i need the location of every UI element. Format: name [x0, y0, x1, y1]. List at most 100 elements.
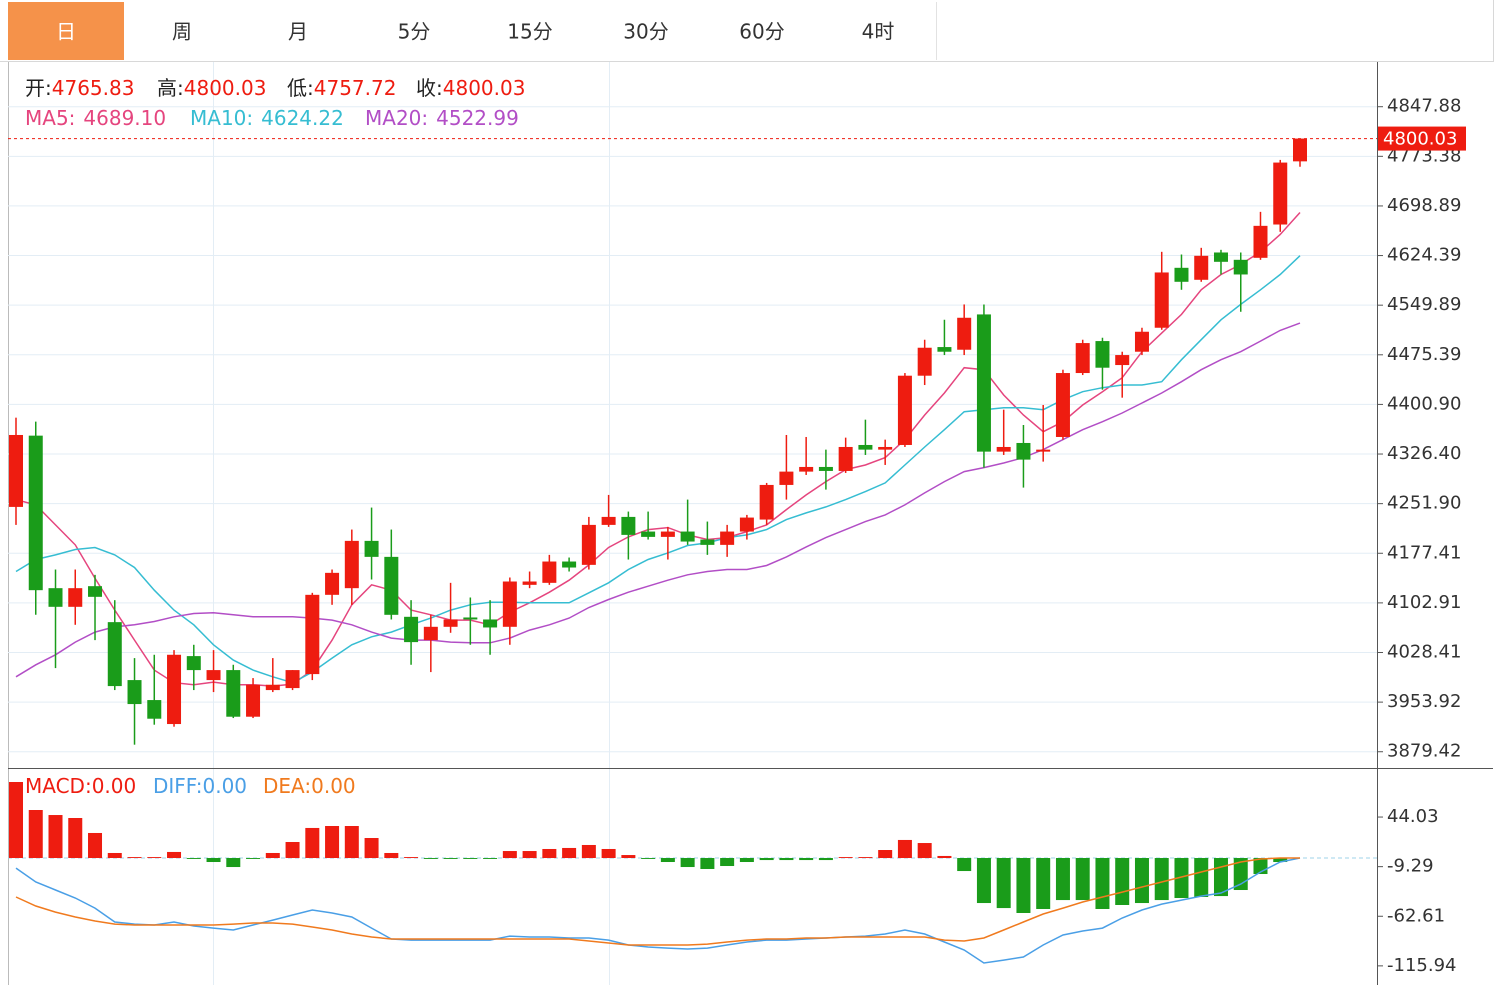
- tab-background[interactable]: [356, 2, 472, 60]
- y-tick-label: 4102.91: [1387, 592, 1461, 613]
- legend-name: DIFF:: [153, 774, 203, 798]
- macd-bar: [581, 844, 596, 859]
- macd-bar: [759, 858, 774, 861]
- tab-label[interactable]: 30分: [623, 20, 668, 44]
- candle-body: [641, 531, 656, 537]
- macd-bar: [206, 858, 221, 863]
- candle-body: [878, 446, 893, 450]
- candle-body: [976, 314, 991, 452]
- candle-body: [779, 471, 794, 485]
- ma-line: [15, 322, 1301, 678]
- tab-label[interactable]: 60分: [739, 20, 784, 44]
- candle-body: [1115, 355, 1130, 366]
- y-tick-label: 4624.39: [1387, 245, 1461, 266]
- macd-bar: [186, 858, 201, 859]
- tab[interactable]: 月: [240, 2, 357, 60]
- tab[interactable]: 日: [8, 2, 125, 60]
- macd-bar: [562, 847, 577, 859]
- tab[interactable]: 60分: [704, 2, 821, 60]
- tab-background[interactable]: [588, 2, 704, 60]
- candle-body: [1055, 373, 1070, 437]
- candle-body: [206, 670, 221, 681]
- last-price-tag: [1378, 126, 1466, 151]
- ohlc-header: 高:4800.03: [157, 76, 266, 100]
- candle-body: [364, 540, 379, 557]
- tab-label[interactable]: 4时: [862, 20, 895, 44]
- tab-label[interactable]: 月: [288, 20, 308, 44]
- tab[interactable]: 30分: [588, 2, 705, 60]
- macd-bar: [878, 850, 893, 859]
- legend-name: MA5:: [25, 106, 75, 130]
- tab[interactable]: 4时: [820, 2, 937, 60]
- candle-body: [167, 654, 182, 725]
- ohlc-value: 4757.72: [314, 76, 397, 100]
- ma-line: [15, 255, 1301, 684]
- macd-bar: [1115, 858, 1130, 905]
- macd-bar: [917, 843, 932, 859]
- candle-body: [621, 516, 636, 535]
- ohlc-value: 4765.83: [52, 76, 135, 100]
- macd-bar: [1036, 858, 1051, 909]
- tab[interactable]: 周: [124, 2, 241, 60]
- macd-bar: [720, 858, 735, 867]
- tab-background[interactable]: [704, 2, 820, 60]
- macd-bar: [1095, 858, 1110, 909]
- candle-body: [107, 622, 122, 687]
- macd-bar: [88, 832, 103, 859]
- y-tick-label: 4326.40: [1387, 443, 1461, 464]
- candle-body: [542, 561, 557, 583]
- candle-body: [404, 616, 419, 643]
- macd-bar: [68, 818, 83, 859]
- macd-bar: [996, 858, 1011, 909]
- candle-body: [937, 347, 952, 352]
- ohlc-header: 低:4757.72: [287, 76, 396, 100]
- macd-bar: [1016, 858, 1031, 913]
- macd-bar: [522, 851, 537, 859]
- ohlc-value: 4800.03: [184, 76, 267, 100]
- legend-entry: MACD:0.00: [25, 774, 136, 798]
- candle-body: [384, 556, 399, 615]
- macd-bar: [601, 848, 616, 859]
- tab-label[interactable]: 15分: [507, 20, 552, 44]
- macd-bar: [325, 826, 340, 859]
- candle-body: [522, 581, 537, 585]
- tab-background[interactable]: [472, 2, 588, 60]
- tab-background[interactable]: [820, 2, 936, 60]
- candle-body: [186, 656, 201, 671]
- candle-body: [700, 539, 715, 545]
- tab-label[interactable]: 日: [56, 20, 76, 44]
- candle-body: [759, 484, 774, 520]
- macd-bar: [779, 858, 794, 861]
- macd-bar: [404, 857, 419, 859]
- tab[interactable]: 5分: [356, 2, 473, 60]
- macd-bar: [502, 851, 517, 859]
- tab-background[interactable]: [240, 2, 356, 60]
- tab-label[interactable]: 5分: [398, 20, 431, 44]
- legend-value: 0.00: [311, 774, 356, 798]
- candle-body: [601, 516, 616, 525]
- candle-body: [9, 434, 23, 507]
- legend-entry: DIFF:0.00: [153, 774, 247, 798]
- macd-bar: [127, 857, 142, 859]
- tab-background[interactable]: [8, 2, 124, 60]
- y-tick-label: 4698.89: [1387, 195, 1461, 216]
- macd-bar: [463, 858, 478, 859]
- ohlc-header: 开:4765.83: [25, 76, 134, 100]
- tab[interactable]: 15分: [472, 2, 589, 60]
- ohlc-value: 4800.03: [443, 76, 526, 100]
- tab-label[interactable]: 周: [172, 20, 192, 44]
- candle-body: [660, 531, 675, 537]
- macd-bar: [167, 851, 182, 859]
- y-tick-label: 4028.41: [1387, 642, 1461, 663]
- candle-body: [562, 561, 577, 568]
- candle-body: [285, 670, 300, 689]
- macd-bar: [1273, 858, 1288, 863]
- candle-body: [680, 531, 695, 542]
- tab-background[interactable]: [124, 2, 240, 60]
- macd-bar: [305, 827, 320, 859]
- candle-body: [127, 680, 142, 705]
- macd-bar: [1055, 858, 1070, 901]
- y-tick-label: -115.94: [1387, 955, 1456, 976]
- macd-bar: [147, 857, 162, 859]
- candle-body: [1036, 449, 1051, 452]
